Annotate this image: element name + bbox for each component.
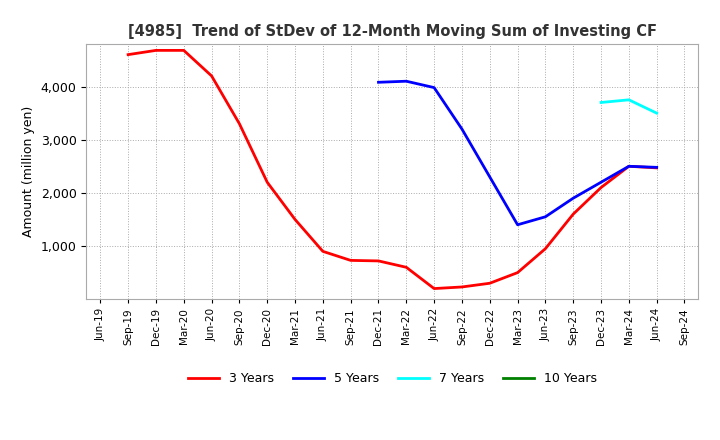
Line: 5 Years: 5 Years [379, 81, 657, 225]
3 Years [652, 165, 661, 171]
7 Years [597, 100, 606, 105]
3 Years [541, 246, 550, 251]
3 Years [402, 265, 410, 270]
3 Years [207, 73, 216, 78]
5 Years [541, 214, 550, 220]
3 Years [513, 270, 522, 275]
3 Years [597, 185, 606, 190]
7 Years [652, 110, 661, 116]
3 Years [458, 284, 467, 290]
3 Years [485, 281, 494, 286]
5 Years [374, 80, 383, 85]
5 Years [652, 165, 661, 170]
3 Years [152, 48, 161, 53]
Title: [4985]  Trend of StDev of 12-Month Moving Sum of Investing CF: [4985] Trend of StDev of 12-Month Moving… [128, 24, 657, 39]
Legend: 3 Years, 5 Years, 7 Years, 10 Years: 3 Years, 5 Years, 7 Years, 10 Years [183, 367, 602, 390]
3 Years [346, 258, 355, 263]
3 Years [374, 258, 383, 264]
3 Years [291, 217, 300, 222]
5 Years [430, 85, 438, 90]
5 Years [624, 164, 633, 169]
Line: 3 Years: 3 Years [128, 50, 657, 289]
3 Years [263, 180, 271, 185]
Line: 7 Years: 7 Years [601, 100, 657, 113]
Y-axis label: Amount (million yen): Amount (million yen) [22, 106, 35, 237]
5 Years [458, 126, 467, 132]
3 Years [624, 164, 633, 169]
5 Years [402, 79, 410, 84]
3 Years [569, 212, 577, 217]
3 Years [124, 52, 132, 57]
3 Years [318, 249, 327, 254]
3 Years [235, 121, 243, 126]
3 Years [179, 48, 188, 53]
5 Years [513, 222, 522, 227]
5 Years [597, 180, 606, 185]
7 Years [624, 97, 633, 103]
3 Years [430, 286, 438, 291]
5 Years [485, 174, 494, 180]
5 Years [569, 195, 577, 201]
